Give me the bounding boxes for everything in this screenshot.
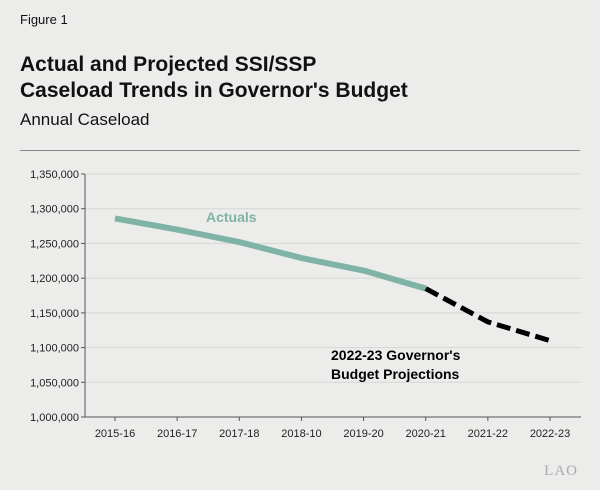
chart-subtitle: Annual Caseload: [20, 110, 150, 129]
x-tick-label: 2015-16: [95, 428, 135, 440]
x-tick-label: 2021-22: [468, 428, 508, 440]
y-tick-label: 1,150,000: [30, 308, 79, 320]
y-tick-label: 1,000,000: [30, 412, 79, 424]
figure-label: Figure 1: [20, 12, 68, 27]
x-tick-label: 2020-21: [406, 428, 446, 440]
projections-label-line-2: Budget Projections: [331, 366, 460, 382]
actuals-line: [114, 215, 427, 292]
x-tick-label: 2017-18: [219, 428, 259, 440]
y-tick-label: 1,250,000: [30, 238, 79, 250]
actuals-label: Actuals: [206, 209, 257, 225]
x-tick-label: 2019-20: [343, 428, 383, 440]
y-tick-label: 1,100,000: [30, 343, 79, 355]
x-tick-label: 2016-17: [157, 428, 197, 440]
y-tick-label: 1,350,000: [30, 169, 79, 181]
header-divider: [20, 150, 580, 151]
y-tick-label: 1,050,000: [30, 377, 79, 389]
projections-label-line-1: 2022-23 Governor's: [331, 347, 461, 363]
x-tick-label: 2018-10: [281, 428, 321, 440]
title-line-2: Caseload Trends in Governor's Budget: [20, 79, 408, 102]
projections-line: [424, 286, 551, 344]
y-tick-label: 1,300,000: [30, 204, 79, 216]
lao-logo: LAO: [544, 463, 578, 479]
x-tick-label: 2022-23: [530, 428, 570, 440]
chart-title: Actual and Projected SSI/SSP Caseload Tr…: [20, 52, 580, 104]
y-tick-label: 1,200,000: [30, 273, 79, 285]
title-line-1: Actual and Projected SSI/SSP: [20, 53, 317, 76]
